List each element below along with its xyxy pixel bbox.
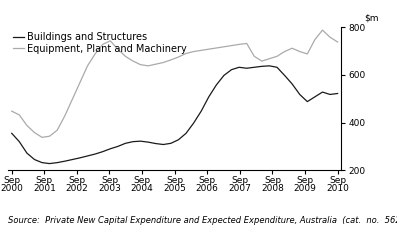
Line: Buildings and Structures: Buildings and Structures — [12, 66, 337, 164]
Buildings and Structures — [47, 162, 52, 165]
Equipment, Plant and Machinery — [290, 47, 295, 49]
Equipment, Plant and Machinery — [176, 56, 181, 58]
Buildings and Structures — [32, 158, 37, 161]
Equipment, Plant and Machinery — [328, 36, 332, 39]
Buildings and Structures — [123, 142, 128, 145]
Equipment, Plant and Machinery — [55, 129, 60, 132]
Buildings and Structures — [55, 161, 60, 164]
Buildings and Structures — [25, 152, 29, 154]
Buildings and Structures — [267, 64, 272, 67]
Buildings and Structures — [77, 156, 82, 159]
Buildings and Structures — [290, 83, 295, 85]
Buildings and Structures — [10, 132, 14, 135]
Equipment, Plant and Machinery — [168, 59, 173, 61]
Equipment, Plant and Machinery — [222, 45, 226, 48]
Buildings and Structures — [244, 67, 249, 70]
Equipment, Plant and Machinery — [146, 64, 150, 67]
Equipment, Plant and Machinery — [191, 50, 196, 53]
Equipment, Plant and Machinery — [305, 53, 310, 55]
Equipment, Plant and Machinery — [77, 81, 82, 84]
Buildings and Structures — [260, 65, 264, 68]
Buildings and Structures — [100, 150, 105, 153]
Equipment, Plant and Machinery — [237, 43, 241, 46]
Equipment, Plant and Machinery — [100, 43, 105, 46]
Equipment, Plant and Machinery — [229, 44, 234, 47]
Equipment, Plant and Machinery — [320, 29, 325, 32]
Equipment, Plant and Machinery — [297, 50, 302, 53]
Buildings and Structures — [85, 155, 90, 157]
Equipment, Plant and Machinery — [108, 39, 113, 42]
Buildings and Structures — [153, 142, 158, 145]
Buildings and Structures — [237, 66, 241, 69]
Buildings and Structures — [176, 138, 181, 141]
Buildings and Structures — [62, 160, 67, 163]
Buildings and Structures — [305, 100, 310, 103]
Equipment, Plant and Machinery — [32, 131, 37, 134]
Equipment, Plant and Machinery — [17, 114, 22, 116]
Buildings and Structures — [222, 74, 226, 77]
Buildings and Structures — [214, 84, 219, 86]
Buildings and Structures — [131, 140, 135, 143]
Buildings and Structures — [275, 66, 279, 69]
Buildings and Structures — [93, 153, 98, 155]
Equipment, Plant and Machinery — [335, 41, 340, 43]
Equipment, Plant and Machinery — [184, 52, 189, 55]
Buildings and Structures — [161, 143, 166, 146]
Equipment, Plant and Machinery — [206, 48, 211, 51]
Buildings and Structures — [297, 93, 302, 96]
Buildings and Structures — [116, 145, 120, 148]
Buildings and Structures — [191, 122, 196, 124]
Equipment, Plant and Machinery — [252, 55, 256, 58]
Buildings and Structures — [199, 110, 204, 113]
Equipment, Plant and Machinery — [282, 50, 287, 53]
Equipment, Plant and Machinery — [153, 63, 158, 66]
Equipment, Plant and Machinery — [275, 55, 279, 58]
Buildings and Structures — [320, 91, 325, 94]
Line: Equipment, Plant and Machinery: Equipment, Plant and Machinery — [12, 30, 337, 137]
Buildings and Structures — [138, 140, 143, 143]
Equipment, Plant and Machinery — [267, 57, 272, 60]
Equipment, Plant and Machinery — [260, 60, 264, 62]
Equipment, Plant and Machinery — [244, 42, 249, 45]
Buildings and Structures — [328, 93, 332, 96]
Buildings and Structures — [168, 142, 173, 145]
Buildings and Structures — [229, 68, 234, 71]
Buildings and Structures — [335, 92, 340, 95]
Equipment, Plant and Machinery — [25, 124, 29, 127]
Equipment, Plant and Machinery — [312, 38, 317, 41]
Equipment, Plant and Machinery — [123, 55, 128, 58]
Equipment, Plant and Machinery — [214, 47, 219, 49]
Equipment, Plant and Machinery — [131, 60, 135, 62]
Equipment, Plant and Machinery — [93, 53, 98, 55]
Buildings and Structures — [17, 140, 22, 143]
Equipment, Plant and Machinery — [161, 61, 166, 64]
Buildings and Structures — [282, 74, 287, 77]
Equipment, Plant and Machinery — [40, 136, 44, 139]
Buildings and Structures — [146, 141, 150, 143]
Equipment, Plant and Machinery — [85, 64, 90, 67]
Equipment, Plant and Machinery — [116, 48, 120, 51]
Buildings and Structures — [206, 96, 211, 98]
Equipment, Plant and Machinery — [10, 110, 14, 113]
Buildings and Structures — [108, 148, 113, 150]
Buildings and Structures — [312, 96, 317, 98]
Equipment, Plant and Machinery — [62, 115, 67, 117]
Equipment, Plant and Machinery — [70, 98, 75, 101]
Buildings and Structures — [70, 158, 75, 161]
Buildings and Structures — [252, 66, 256, 69]
Equipment, Plant and Machinery — [138, 63, 143, 66]
Buildings and Structures — [184, 132, 189, 135]
Equipment, Plant and Machinery — [199, 49, 204, 52]
Buildings and Structures — [40, 161, 44, 164]
Text: Source:  Private New Capital Expenditure and Expected Expenditure, Australia  (c: Source: Private New Capital Expenditure … — [8, 216, 397, 225]
Legend: Buildings and Structures, Equipment, Plant and Machinery: Buildings and Structures, Equipment, Pla… — [13, 32, 187, 54]
Equipment, Plant and Machinery — [47, 135, 52, 138]
Y-axis label: $m: $m — [364, 14, 378, 23]
